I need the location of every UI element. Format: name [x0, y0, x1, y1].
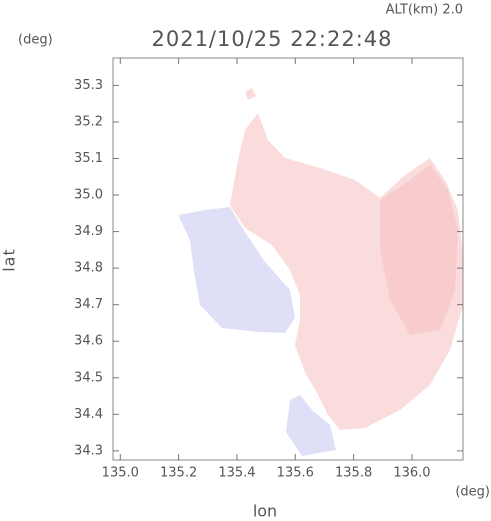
x-tick-label: 135.8 [335, 466, 372, 481]
x-tick-label: 135.6 [277, 466, 314, 481]
negative-velocity-area [178, 207, 295, 333]
y-unit: (deg) [18, 33, 53, 48]
plot-frame [112, 57, 464, 461]
x-tick-label: 135.4 [218, 466, 255, 481]
y-axis-label: lat [0, 248, 19, 272]
y-tick-label: 34.6 [74, 334, 103, 349]
y-tick-label: 35.3 [74, 78, 103, 93]
y-tick-label: 34.4 [74, 407, 103, 422]
positive-velocity-core [380, 165, 458, 335]
y-tick-label: 35.0 [74, 188, 103, 203]
x-unit: (deg) [455, 485, 490, 500]
y-tick-label: 34.8 [74, 261, 103, 276]
positive-velocity-area [245, 88, 256, 100]
x-axis-label: lon [253, 502, 277, 521]
velocity-field [178, 88, 463, 456]
y-tick-label: 35.1 [74, 151, 103, 166]
x-tick-label: 135.2 [160, 466, 197, 481]
negative-velocity-area [286, 395, 336, 456]
y-tick-label: 34.5 [74, 370, 103, 385]
altitude-label: ALT(km) 2.0 [386, 3, 463, 18]
y-tick-label: 34.9 [74, 224, 103, 239]
y-tick-label: 34.3 [74, 443, 103, 458]
x-tick-label: 135.0 [102, 466, 139, 481]
x-tick-label: 136.0 [393, 466, 430, 481]
chart-title: 2021/10/25 22:22:48 [151, 27, 392, 51]
y-tick-label: 34.7 [74, 297, 103, 312]
y-tick-label: 35.2 [74, 114, 103, 129]
